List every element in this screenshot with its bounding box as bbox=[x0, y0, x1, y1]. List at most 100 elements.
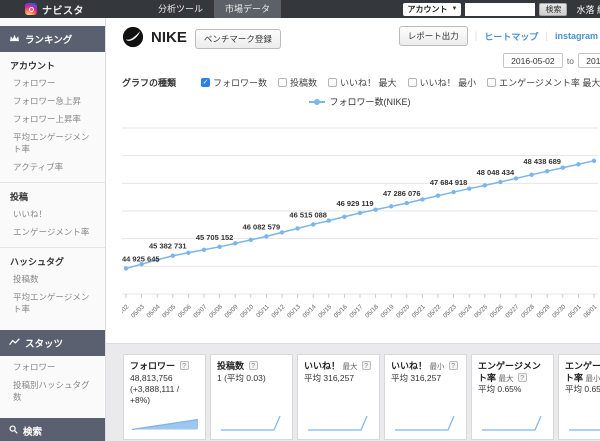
search-button[interactable]: 検索 bbox=[539, 2, 568, 16]
sidebar-item[interactable]: フォロワー bbox=[13, 362, 56, 372]
stat-card: 投稿数 ? 1 (平均 0.03) bbox=[210, 354, 293, 440]
stat-cards-strip: フォロワー ? 48,813,756 (+3,888,111 /+8%) 投稿数 ? 1… bbox=[106, 343, 600, 441]
svg-text:05/06: 05/06 bbox=[177, 303, 193, 319]
search-scope-value: アカウント bbox=[407, 4, 448, 14]
stat-card: エンゲージメント率 最大 ? 平均 0.65% bbox=[471, 354, 554, 440]
instagram-link[interactable]: instagram bbox=[554, 31, 598, 41]
date-range-to-label: to bbox=[566, 55, 574, 66]
svg-text:05/13: 05/13 bbox=[286, 303, 302, 319]
stat-card-value: 平均 316,257 bbox=[391, 372, 442, 383]
account-title: NIKE bbox=[151, 29, 187, 46]
divider: | bbox=[545, 30, 548, 42]
svg-text:05/27: 05/27 bbox=[504, 303, 520, 319]
stat-card: エンゲージメント率 最小 ?平均 0.65% bbox=[558, 354, 600, 440]
graph-type-checkbox[interactable]: ✓ フォロワー数 bbox=[201, 76, 267, 89]
sidebar-group: 投稿いいね！ エンゲージメント率 bbox=[0, 182, 105, 245]
chart-legend[interactable]: フォロワー数(NIKE) bbox=[122, 95, 598, 108]
svg-text:05/22: 05/22 bbox=[426, 303, 442, 319]
followers-line-chart: 44 925 645 45 382 731 45 705 152 46 082 579… bbox=[114, 127, 599, 320]
stat-card-value: 48,813,756 bbox=[130, 372, 173, 383]
sidebar-group: アカウント フォロワー フォロワー急上昇 フォロワー上昇率 平均エンゲージメント率 アクテ… bbox=[0, 52, 105, 180]
sidebar-group-label: 投稿 bbox=[10, 192, 29, 202]
sidebar-item[interactable]: フォロワー上昇率 bbox=[13, 114, 82, 124]
stat-card-title: エンゲージメント率 最大 ? bbox=[478, 361, 541, 383]
svg-text:05/28: 05/28 bbox=[520, 303, 536, 319]
svg-text:05/31: 05/31 bbox=[567, 303, 583, 319]
svg-text:05/05: 05/05 bbox=[161, 303, 177, 319]
search-scope-select[interactable]: アカウント ▼ bbox=[403, 2, 462, 16]
sidebar-item[interactable]: エンゲージメント率 bbox=[13, 227, 90, 237]
date-from-input[interactable] bbox=[502, 53, 563, 68]
checkbox-label: エンゲージメント率 最大 bbox=[499, 78, 600, 88]
help-icon[interactable]: ? bbox=[248, 361, 258, 370]
svg-text:06/01: 06/01 bbox=[582, 303, 598, 319]
sidebar-item[interactable]: 投稿数 bbox=[13, 274, 39, 284]
svg-text:05/11: 05/11 bbox=[255, 303, 271, 319]
app-name: ナビスタ bbox=[42, 5, 84, 17]
stat-card: いいね！ 最大 ? 平均 316,257 bbox=[297, 354, 380, 440]
sidebar-item[interactable]: 投稿別ハッシュタグ数 bbox=[13, 380, 90, 402]
graph-type-checkbox[interactable]: エンゲージメント率 最大 bbox=[487, 76, 600, 89]
help-icon[interactable]: ? bbox=[361, 361, 371, 370]
stat-card-value: 平均 0.65% bbox=[565, 384, 600, 395]
sidebar-group: フォロワー投稿別ハッシュタグ数 bbox=[0, 356, 105, 410]
user-name[interactable]: 水落 絵 bbox=[576, 4, 600, 15]
svg-text:05/04: 05/04 bbox=[146, 303, 162, 319]
benchmark-register-button[interactable]: ベンチマーク登録 bbox=[194, 29, 281, 49]
stat-card-value: 平均 316,257 bbox=[304, 372, 355, 383]
sidebar: ランキング アカウント フォロワー フォロワー急上昇 フォロワー上昇率 平均エンゲージメン… bbox=[0, 18, 106, 441]
topbar-right-controls: アカウント ▼ 検索 水落 絵 bbox=[403, 2, 600, 16]
svg-text:05/08: 05/08 bbox=[208, 303, 224, 319]
help-icon[interactable]: ? bbox=[179, 361, 189, 370]
svg-text:05/10: 05/10 bbox=[239, 303, 255, 319]
svg-text:05/18: 05/18 bbox=[364, 303, 380, 319]
graph-type-row: グラフの種類 ✓ フォロワー数 投稿数 いいね！ 最大 いいね！ 最小 エンゲージメント率… bbox=[106, 68, 600, 93]
graph-type-checkbox[interactable]: 投稿数 bbox=[278, 76, 317, 89]
checkbox-icon bbox=[278, 78, 288, 87]
header-actions: レポート出力 | ヒートマップ | instagram bbox=[398, 26, 598, 46]
graph-type-checkbox[interactable]: いいね！ 最大 bbox=[328, 76, 397, 89]
checkbox-label: フォロワー数 bbox=[213, 78, 268, 88]
checkbox-icon bbox=[407, 78, 417, 87]
graph-type-checkbox[interactable]: いいね！ 最小 bbox=[407, 76, 477, 89]
sidebar-item[interactable]: フォロワー bbox=[13, 78, 56, 88]
date-to-input[interactable] bbox=[578, 53, 600, 68]
sidebar-item[interactable]: いいね！ bbox=[13, 209, 48, 219]
svg-text:47 684 918: 47 684 918 bbox=[430, 178, 468, 187]
sidebar-item[interactable]: 平均エンゲージメント率 bbox=[13, 132, 90, 154]
checkbox-label: いいね！ 最小 bbox=[419, 78, 477, 88]
svg-text:05/19: 05/19 bbox=[380, 303, 396, 319]
top-nav-tabs: 分析ツール 市場データ bbox=[147, 0, 282, 18]
search-icon bbox=[9, 425, 18, 437]
heatmap-link[interactable]: ヒートマップ bbox=[484, 31, 539, 42]
sidebar-item[interactable]: フォロワー急上昇 bbox=[13, 96, 82, 106]
stat-card-value: 平均 0.65% bbox=[478, 384, 522, 395]
sidebar-item[interactable]: アクティブ率 bbox=[13, 162, 64, 172]
svg-text:05/09: 05/09 bbox=[224, 303, 240, 319]
app-logo[interactable]: ナビスタ bbox=[25, 2, 84, 17]
checkbox-icon bbox=[328, 78, 338, 87]
top-nav-tab[interactable]: 分析ツール bbox=[158, 4, 204, 14]
sidebar-item[interactable]: 平均エンゲージメント率 bbox=[13, 292, 90, 314]
svg-text:05/16: 05/16 bbox=[333, 303, 349, 319]
svg-text:05/03: 05/03 bbox=[130, 303, 146, 319]
search-input[interactable] bbox=[465, 2, 536, 16]
sidebar-section-header: 検索 bbox=[0, 418, 105, 441]
legend-marker-icon bbox=[309, 98, 326, 105]
help-icon[interactable]: ? bbox=[517, 372, 527, 382]
stat-card-title: エンゲージメント率 最小 ? bbox=[565, 361, 600, 384]
header-right: レポート出力 | ヒートマップ | instagram to bbox=[398, 26, 600, 68]
svg-text:46 929 119: 46 929 119 bbox=[336, 199, 373, 208]
top-nav-tab[interactable]: 市場データ bbox=[214, 0, 282, 18]
main-content: NIKE ベンチマーク登録 レポート出力 | ヒートマップ | instagra… bbox=[106, 18, 600, 441]
stat-card-title: フォロワー ? bbox=[130, 361, 199, 373]
checkbox-label: 投稿数 bbox=[290, 78, 318, 88]
help-icon[interactable]: ? bbox=[448, 361, 458, 370]
report-export-button[interactable]: レポート出力 bbox=[398, 26, 468, 46]
svg-text:05/02: 05/02 bbox=[122, 303, 131, 319]
checkbox-checked-icon: ✓ bbox=[201, 78, 211, 87]
checkbox-label: いいね！ 最大 bbox=[340, 78, 397, 88]
svg-text:05/21: 05/21 bbox=[411, 303, 427, 319]
sparkline-chart bbox=[221, 415, 281, 431]
